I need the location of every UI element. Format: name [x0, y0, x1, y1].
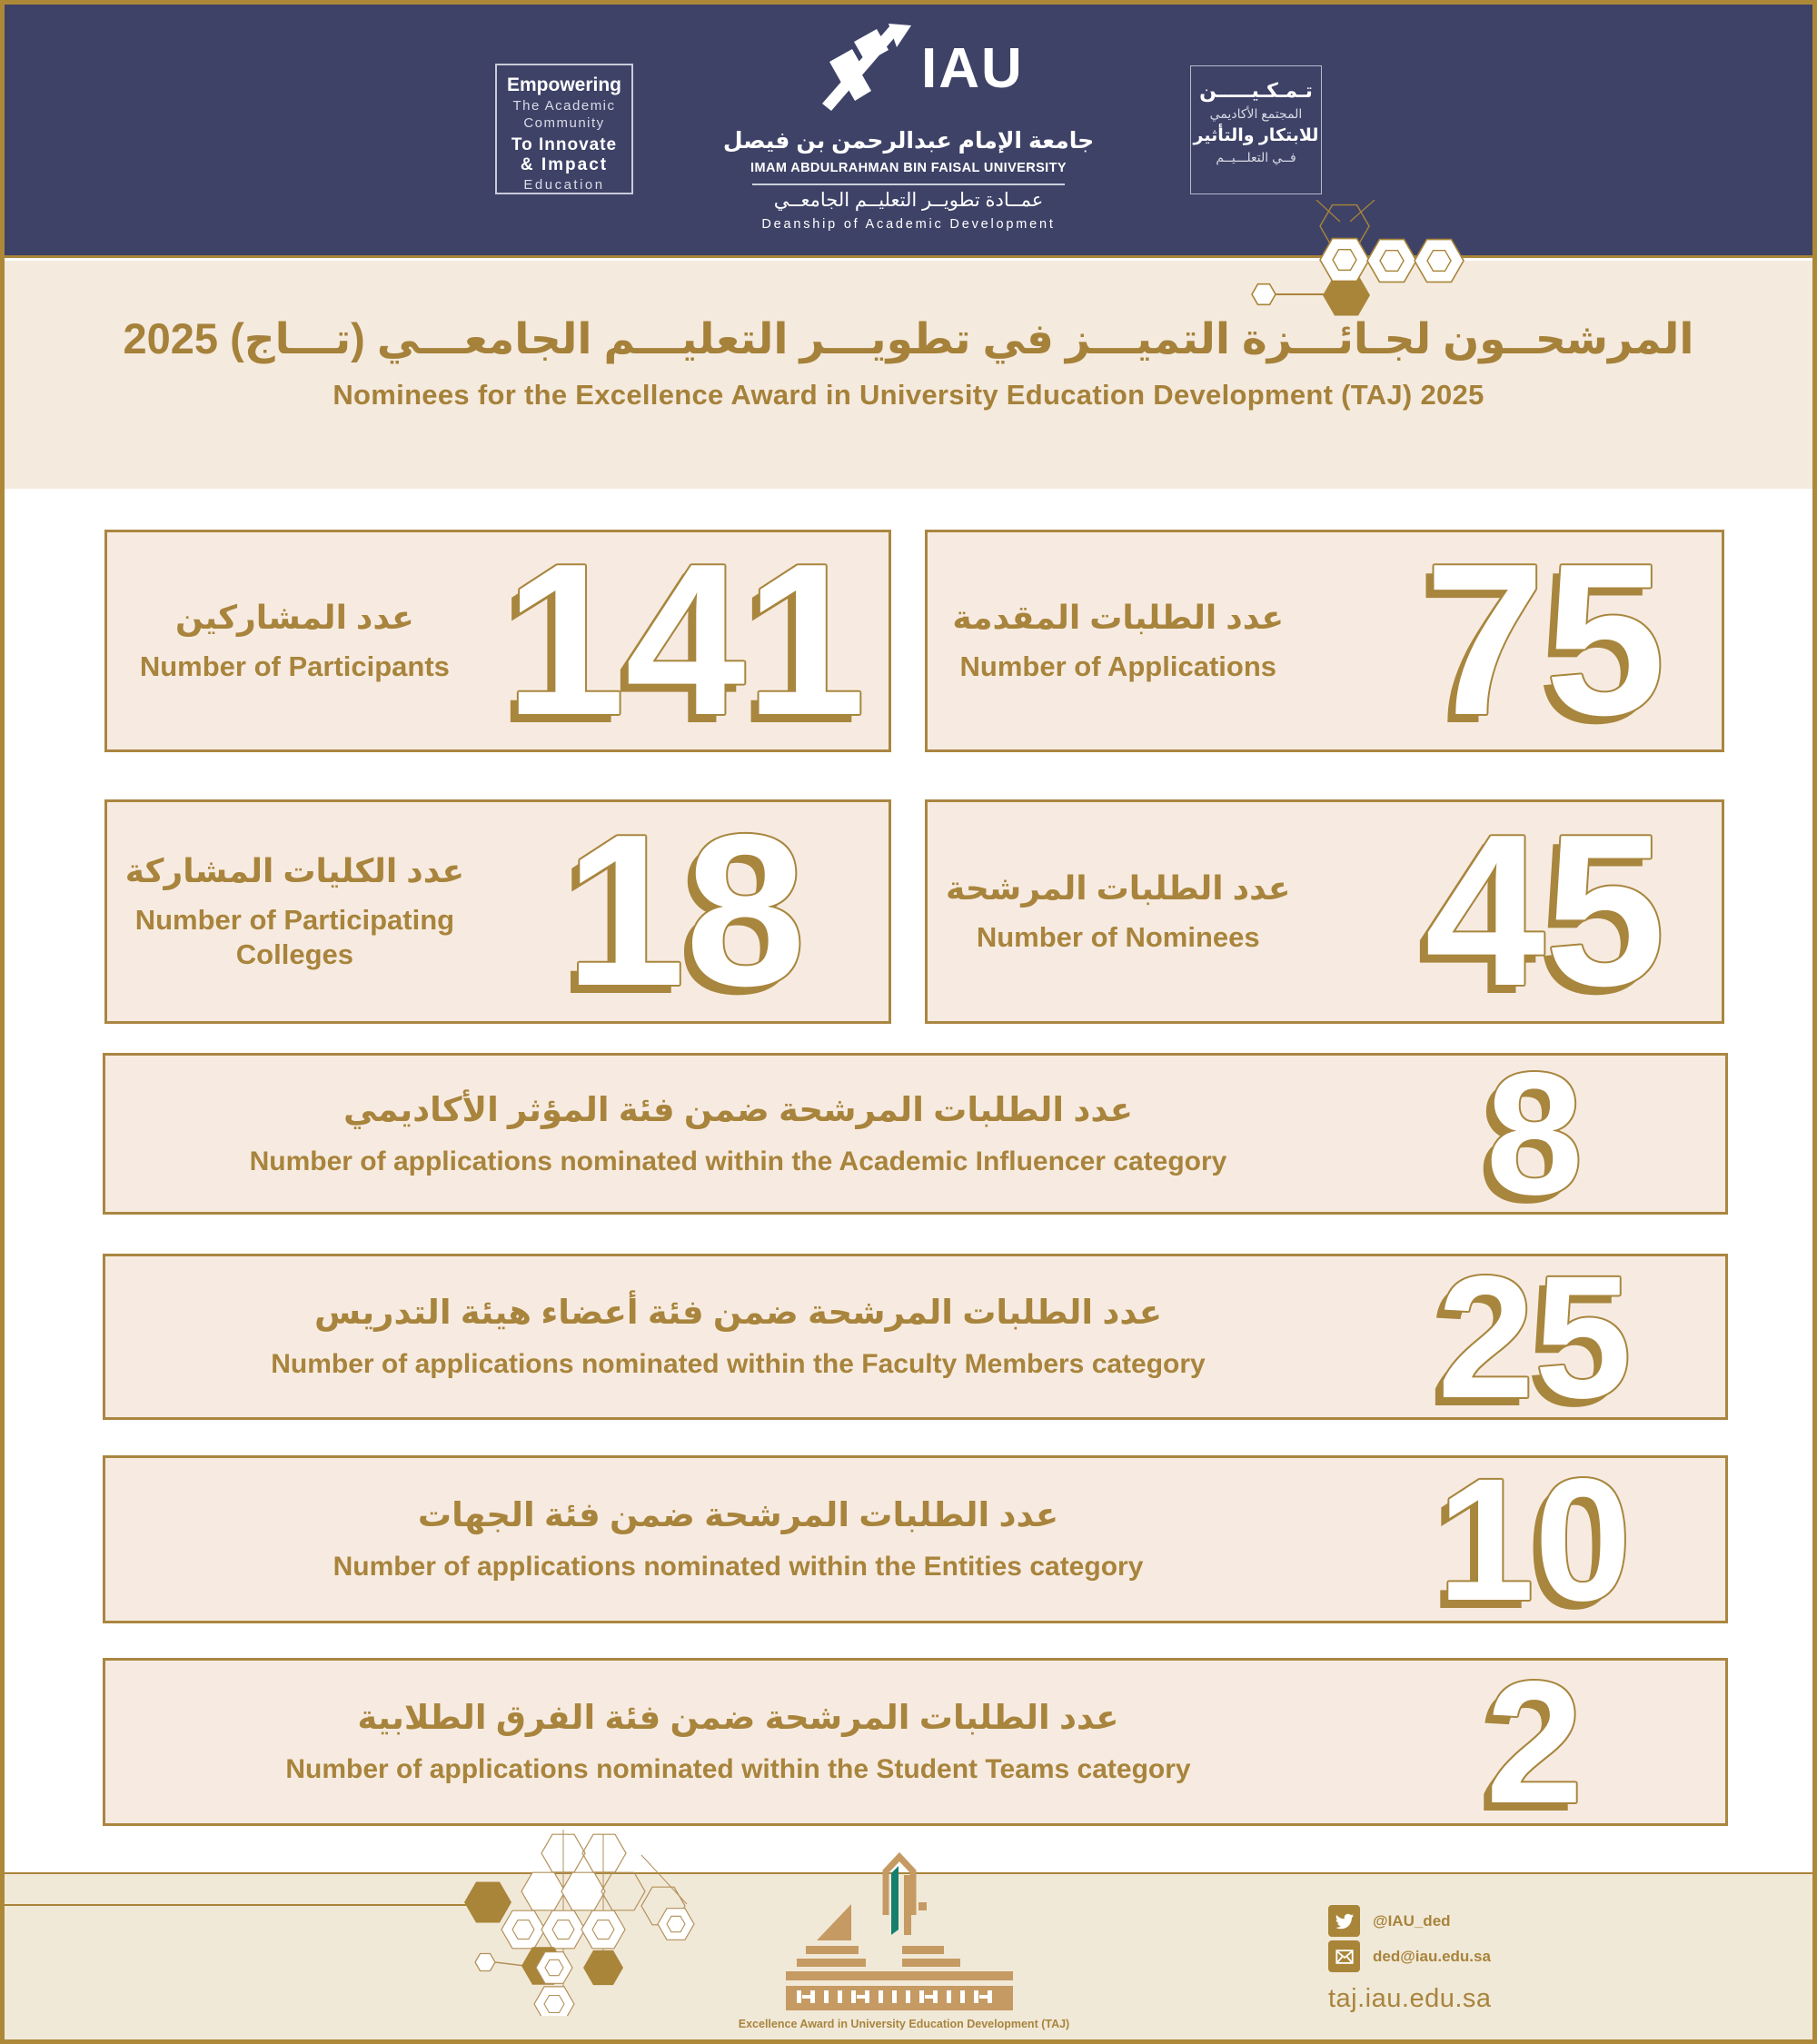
taj-award-logo	[786, 1851, 1013, 2010]
stat-card-nominees: عدد الطلبات المرشحة Number of Nominees 4…	[925, 799, 1724, 1024]
stat-label-arabic: عدد الطلبات المرشحة ضمن فئة المؤثر الأكا…	[343, 1090, 1133, 1128]
stat-value-container: 2	[1344, 1643, 1725, 1840]
stat-label-arabic: عدد الطلبات المرشحة ضمن فئة الجهات	[417, 1496, 1059, 1533]
stat-card-colleges: عدد الكليات المشاركة Number of Participa…	[104, 799, 891, 1024]
iau-logo-mark-icon	[822, 24, 911, 111]
stat-value-container: 45	[1309, 790, 1722, 1032]
stat-value-container: 18	[482, 790, 889, 1032]
university-name-english: IMAM ABDULRAHMAN BIN FAISAL UNIVERSITY	[750, 161, 1067, 175]
stat-value: 8	[1485, 1036, 1584, 1232]
motto-en-line: Empowering	[506, 74, 621, 95]
stat-row-labels: عدد الطلبات المرشحة ضمن فئة المؤثر الأكا…	[105, 1090, 1344, 1178]
stat-card-labels: عدد المشاركين Number of Participants	[107, 599, 482, 683]
stat-card-applications: عدد الطلبات المقدمة Number of Applicatio…	[925, 530, 1724, 752]
stat-label-arabic: عدد المشاركين	[175, 598, 414, 636]
stat-label-arabic: عدد الكليات المشاركة	[124, 852, 465, 890]
stat-label-arabic: عدد الطلبات المرشحة	[946, 868, 1291, 907]
stat-value-container: 10	[1344, 1441, 1725, 1637]
email-address: ded@iau.edu.sa	[1373, 1947, 1491, 1965]
stat-row-labels: عدد الطلبات المرشحة ضمن فئة أعضاء هيئة ا…	[105, 1293, 1344, 1381]
motto-ar-line: فــي التعلـــيــم	[1216, 150, 1296, 164]
stat-label-arabic: عدد الطلبات المرشحة ضمن فئة الفرق الطلاب…	[357, 1699, 1119, 1736]
stat-row-labels: عدد الطلبات المرشحة ضمن فئة الجهات Numbe…	[105, 1495, 1344, 1583]
stat-label-arabic: عدد الطلبات المقدمة	[952, 598, 1285, 636]
stat-card-labels: عدد الكليات المشاركة Number of Participa…	[107, 852, 482, 970]
stat-value-container: 25	[1344, 1238, 1725, 1434]
stat-label-arabic: عدد الطلبات المرشحة ضمن فئة أعضاء هيئة ا…	[313, 1294, 1163, 1331]
header-divider-line	[752, 184, 1065, 185]
stat-row-faculty-members: عدد الطلبات المرشحة ضمن فئة أعضاء هيئة ا…	[103, 1238, 1728, 1434]
stat-row-labels: عدد الطلبات المرشحة ضمن فئة الفرق الطلاب…	[105, 1698, 1344, 1786]
website-url: taj.iau.edu.sa	[1328, 1984, 1492, 2013]
iau-acronym: IAU	[921, 37, 1024, 100]
stat-value: 10	[1437, 1441, 1632, 1637]
motto-ar-line: المجتمع الأكاديمي	[1209, 106, 1303, 121]
deanship-name-arabic: عمــادة تطويــر التعليــم الجامعــي	[773, 190, 1044, 211]
stat-value: 75	[1425, 520, 1665, 761]
stat-value: 18	[565, 790, 806, 1032]
stat-value: 25	[1437, 1238, 1632, 1434]
stat-value: 2	[1485, 1643, 1584, 1840]
stat-value-container: 75	[1309, 520, 1722, 761]
email-contact: ded@iau.edu.sa	[1328, 1940, 1491, 1972]
page-title-arabic: المرشحــون لجـائـــزة التميـــز في تطويـ…	[123, 314, 1694, 362]
stat-label-english: Number of Participants	[139, 650, 450, 682]
twitter-icon	[1328, 1905, 1360, 1937]
stat-value: 141	[504, 520, 866, 761]
twitter-handle: @IAU_ded	[1373, 1911, 1451, 1930]
stat-card-participants: عدد المشاركين Number of Participants 141	[104, 530, 891, 752]
stat-label-english: Number of Participating Colleges	[134, 904, 455, 970]
stat-row-academic-influencer: عدد الطلبات المرشحة ضمن فئة المؤثر الأكا…	[103, 1036, 1728, 1232]
stat-card-labels: عدد الطلبات المرشحة Number of Nominees	[928, 869, 1309, 954]
motto-en-line: The Academic	[512, 98, 616, 114]
motto-box-arabic: تـمـكـيـــــن المجتمع الأكاديمي للابتكار…	[1190, 65, 1322, 194]
motto-ar-line: للابتكار والتأثير	[1193, 126, 1319, 145]
stat-label-english: Number of Applications	[959, 650, 1276, 682]
motto-ar-line: تـمـكـيـــــن	[1199, 79, 1313, 102]
stat-label-english: Number of applications nominated within …	[249, 1146, 1227, 1176]
stat-label-english: Number of applications nominated within …	[333, 1552, 1144, 1582]
stat-card-labels: عدد الطلبات المقدمة Number of Applicatio…	[928, 599, 1309, 683]
motto-en-line: Community	[523, 115, 605, 131]
email-icon	[1328, 1940, 1360, 1972]
stat-row-entities: عدد الطلبات المرشحة ضمن فئة الجهات Numbe…	[103, 1441, 1728, 1637]
motto-en-line: & Impact	[520, 155, 609, 174]
stat-value-container: 8	[1344, 1036, 1725, 1232]
taj-logo-caption: Excellence Award in University Education…	[738, 2018, 1070, 2030]
hexagon-decoration-header	[1251, 200, 1465, 316]
stat-label-english: Number of Nominees	[976, 920, 1260, 953]
deanship-name-english: Deanship of Academic Development	[761, 217, 1056, 232]
stat-row-student-teams: عدد الطلبات المرشحة ضمن فئة الفرق الطلاب…	[103, 1643, 1728, 1840]
stat-value: 45	[1425, 790, 1665, 1032]
motto-en-line: To Innovate	[511, 135, 618, 154]
page-title-english: Nominees for the Excellence Award in Uni…	[333, 379, 1484, 411]
motto-en-line: Education	[523, 177, 605, 193]
twitter-contact: @IAU_ded	[1328, 1905, 1451, 1937]
university-name-arabic: جامعة الإمام عبدالرحمن بن فيصل	[722, 128, 1095, 154]
stat-label-english: Number of applications nominated within …	[271, 1349, 1206, 1379]
title-band: المرشحــون لجـائـــزة التميـــز في تطويـ…	[0, 261, 1817, 489]
footer-decorative-line	[0, 1904, 466, 1906]
header-banner: Empowering The Academic Community To Inn…	[0, 0, 1817, 258]
hexagon-decoration-footer	[464, 1830, 695, 2016]
motto-box-english: Empowering The Academic Community To Inn…	[495, 64, 633, 194]
stat-value-container: 141	[482, 520, 889, 761]
stat-label-english: Number of applications nominated within …	[285, 1754, 1191, 1784]
